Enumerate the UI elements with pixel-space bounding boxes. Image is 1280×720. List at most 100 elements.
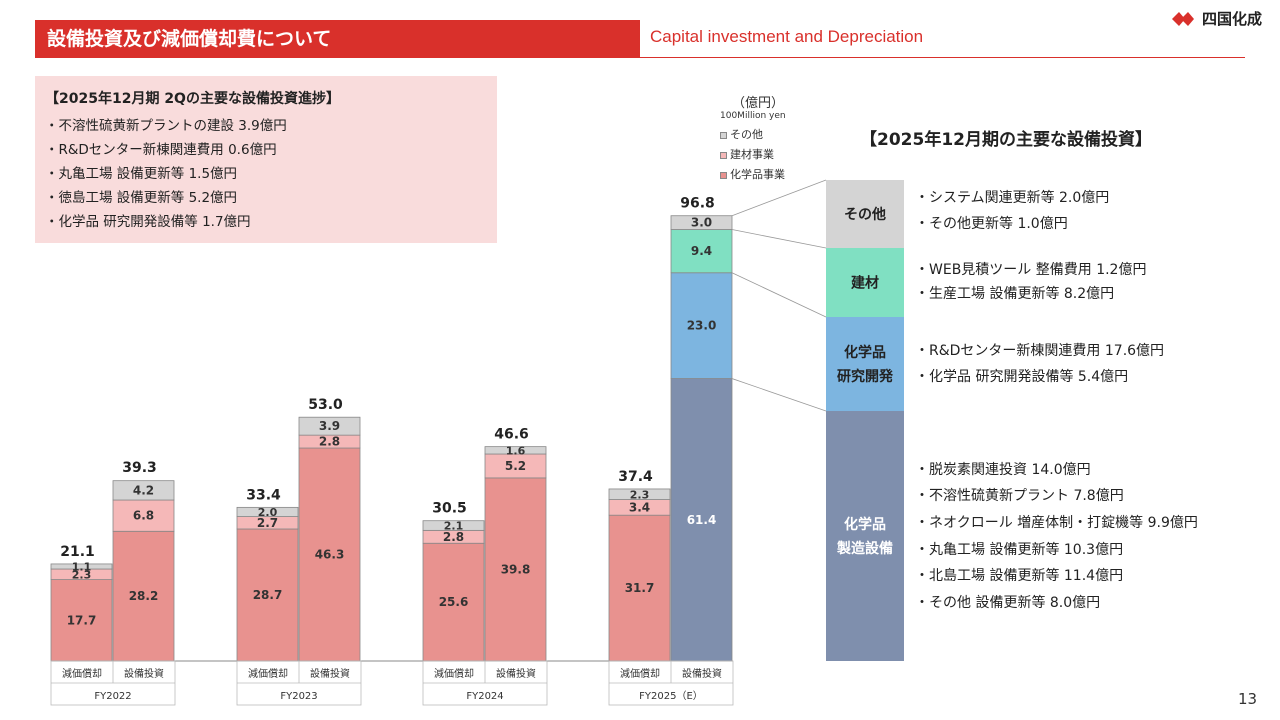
- bar-value-label: 1.6: [506, 444, 526, 457]
- legend-item: 化学品事業: [720, 165, 786, 185]
- x-group-label: FY2022: [94, 691, 131, 702]
- bar-value-label: 2.3: [72, 568, 92, 581]
- bar-segment: [298, 416, 361, 436]
- bar-value-label: 2.8: [319, 435, 340, 449]
- logo-mark-icon: [1172, 11, 1194, 26]
- x-tick-label: 設備投資: [496, 667, 536, 680]
- bar-value-label: 2.8: [443, 530, 464, 544]
- logo-text: 四国化成: [1202, 10, 1263, 28]
- breakdown-rnd-item: ・化学品 研究開発設備等 5.4億円: [915, 369, 1129, 385]
- page-number: 13: [1238, 690, 1258, 708]
- breakdown-block-label: その他: [844, 206, 886, 223]
- title-underline: [640, 57, 1245, 58]
- company-logo: 四国化成: [1172, 8, 1262, 29]
- breakdown-mfg-item: ・ネオクロール 増産体制・打錠機等 9.9億円: [915, 515, 1198, 531]
- bar-segment: [670, 272, 733, 379]
- legend-item: その他: [720, 125, 786, 145]
- breakdown-mfg-item: ・不溶性硫黄新プラント 7.8億円: [915, 488, 1124, 504]
- bar-value-label: 28.7: [253, 588, 283, 602]
- bar-value-label: 17.7: [67, 613, 97, 627]
- bar-segment: [422, 542, 485, 662]
- x-group-label: FY2024: [466, 691, 503, 702]
- bar-segment: [608, 488, 671, 500]
- progress-item: ・丸亀工場 設備更新等 1.5億円: [45, 166, 238, 182]
- breakdown-block: [826, 317, 904, 411]
- legend-swatch: [720, 151, 727, 159]
- bar-total-label: 33.4: [246, 487, 281, 503]
- x-tick-label: 設備投資: [124, 667, 164, 680]
- breakdown-block-label: 化学品: [844, 516, 886, 533]
- breakdown-block-label: 建材: [851, 275, 879, 292]
- legend-label: 化学品事業: [730, 168, 785, 181]
- bar-segment: [670, 215, 733, 230]
- bar-value-label: 23.0: [687, 319, 717, 333]
- legend-item: 建材事業: [720, 145, 786, 165]
- unit-label-en: 100Million yen: [720, 111, 786, 121]
- breakdown-other-item: ・その他更新等 1.0億円: [915, 216, 1068, 232]
- x-group-label: FY2023: [280, 691, 317, 702]
- bar-total-label: 53.0: [308, 397, 343, 413]
- bar-segment: [484, 446, 547, 455]
- breakdown-mfg-item: ・北島工場 設備更新等 11.4億円: [915, 568, 1124, 584]
- breakdown-block-label: 研究開発: [837, 368, 894, 385]
- page-title-en: Capital investment and Depreciation: [650, 27, 924, 46]
- bar-value-label: 25.6: [439, 595, 469, 609]
- connector-line: [731, 229, 827, 249]
- bar-segment: [236, 506, 299, 517]
- connector-line: [731, 179, 827, 217]
- breakdown-building-item: ・生産工場 設備更新等 8.2億円: [915, 286, 1115, 302]
- progress-item: ・徳島工場 設備更新等 5.2億円: [45, 190, 238, 206]
- bar-segment: [50, 579, 113, 662]
- bar-value-label: 4.2: [133, 483, 154, 497]
- bar-total-label: 30.5: [432, 501, 467, 517]
- bar-total-label: 21.1: [60, 544, 95, 560]
- breakdown-other-item: ・システム関連更新等 2.0億円: [915, 190, 1110, 206]
- bar-segment: [422, 520, 485, 531]
- bar-segment: [608, 514, 671, 662]
- breakdown-block: [826, 411, 904, 661]
- bar-value-label: 31.7: [625, 581, 655, 595]
- bar-total-label: 96.8: [680, 196, 715, 212]
- bar-value-label: 5.2: [505, 459, 526, 473]
- x-tick-label: 設備投資: [682, 667, 722, 680]
- unit-label: （億円）: [732, 96, 785, 111]
- bar-segment: [112, 499, 175, 532]
- bar-value-label: 28.2: [129, 589, 159, 603]
- breakdown-block: [826, 248, 904, 317]
- x-group-label: FY2025（E）: [639, 690, 703, 702]
- bar-segment: [670, 378, 733, 662]
- x-tick-label: 減価償却: [620, 667, 660, 680]
- legend-label: その他: [730, 128, 763, 141]
- bar-value-label: 6.8: [133, 509, 154, 523]
- breakdown-block-label: 化学品: [844, 344, 886, 361]
- progress-panel: 【2025年12月期 2Qの主要な設備投資進捗】 ・不溶性硫黄新プラントの建設 …: [35, 76, 497, 243]
- legend-swatch: [720, 171, 727, 179]
- bar-value-label: 3.4: [629, 500, 650, 514]
- progress-item: ・化学品 研究開発設備等 1.7億円: [45, 214, 251, 230]
- breakdown-block-label: 製造設備: [836, 540, 893, 557]
- page-title: 設備投資及び減価償却費について: [35, 20, 640, 58]
- bar-segment: [50, 563, 113, 570]
- x-tick-label: 減価償却: [434, 667, 474, 680]
- bar-value-label: 2.1: [444, 520, 464, 533]
- legend-swatch: [720, 131, 727, 139]
- bar-value-label: 2.7: [257, 516, 278, 530]
- chart-legend: （億円） 100Million yen その他 建材事業 化学品事業: [720, 92, 786, 185]
- bar-total-label: 46.6: [494, 427, 529, 443]
- connector-line: [731, 272, 827, 318]
- bar-segment: [112, 480, 175, 501]
- bar-total-label: 37.4: [618, 469, 653, 485]
- x-tick-label: 設備投資: [310, 667, 350, 680]
- progress-item: ・R&Dセンター新棟関連費用 0.6億円: [45, 142, 277, 158]
- breakdown-mfg-item: ・丸亀工場 設備更新等 10.3億円: [915, 542, 1124, 558]
- breakdown-building-item: ・WEB見積ツール 整備費用 1.2億円: [915, 262, 1147, 278]
- bar-segment: [298, 447, 361, 662]
- x-tick-label: 減価償却: [248, 667, 288, 680]
- legend-label: 建材事業: [730, 148, 774, 161]
- breakdown-mfg-item: ・脱炭素関連投資 14.0億円: [915, 462, 1091, 478]
- bar-value-label: 2.3: [630, 488, 650, 501]
- bar-value-label: 1.1: [72, 560, 92, 573]
- bar-segment: [112, 530, 175, 662]
- bar-value-label: 3.9: [319, 419, 340, 433]
